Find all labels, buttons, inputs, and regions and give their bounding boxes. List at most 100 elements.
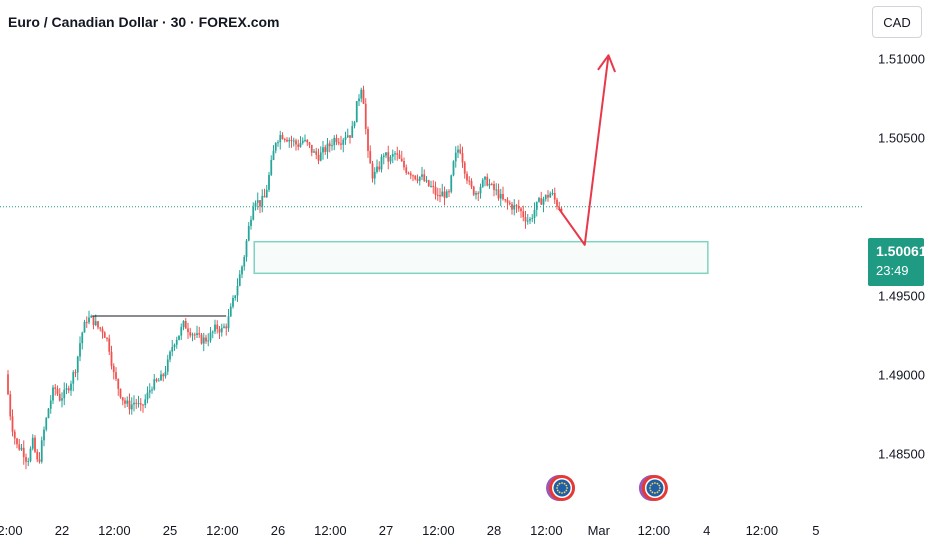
candle: [389, 155, 392, 165]
candle: [549, 191, 552, 198]
eu-flag-icon[interactable]: [546, 475, 576, 501]
candle: [301, 137, 304, 145]
candle: [513, 199, 516, 216]
candle: [205, 334, 207, 344]
time-tick-label: 27: [379, 523, 393, 538]
arrow-head: [597, 54, 617, 73]
candle: [72, 370, 75, 392]
candle: [457, 145, 459, 158]
candle: [54, 383, 57, 396]
time-tick-label: 12:00: [422, 523, 455, 538]
candle: [378, 161, 381, 172]
candle: [108, 334, 111, 356]
candle: [382, 153, 385, 165]
candle: [223, 323, 225, 329]
candle: [151, 386, 153, 394]
candle: [36, 448, 39, 463]
candle: [400, 150, 403, 162]
candle: [520, 207, 522, 218]
candle: [121, 397, 124, 406]
projection-arrow[interactable]: [557, 55, 610, 246]
price-tick-label: 1.48500: [878, 446, 925, 461]
price-tick-label: 1.49500: [878, 288, 925, 303]
candle: [130, 397, 133, 415]
candle: [38, 452, 41, 464]
candle: [479, 183, 482, 199]
candle: [216, 320, 219, 334]
candle: [227, 309, 230, 332]
candle: [191, 332, 194, 342]
candle: [394, 150, 396, 161]
candle: [148, 383, 151, 399]
price-axis: 1.515001.510001.505001.495001.490001.485…: [878, 51, 925, 461]
candle: [490, 182, 493, 186]
eu-flag-icon[interactable]: [638, 475, 668, 501]
candle: [288, 137, 291, 148]
candle: [380, 154, 383, 173]
candle: [531, 214, 534, 223]
time-tick-label: 12:00: [638, 523, 671, 538]
candle: [189, 327, 192, 338]
time-tick-label: 25: [163, 523, 177, 538]
demand-zone-rectangle[interactable]: [253, 240, 709, 275]
candle: [477, 191, 480, 201]
candle: [187, 322, 189, 339]
candle: [441, 183, 444, 197]
candle: [290, 135, 293, 148]
candle: [52, 384, 54, 404]
candle: [553, 187, 556, 204]
candle: [274, 142, 277, 154]
candle: [317, 148, 320, 165]
candle: [169, 350, 171, 363]
candle: [218, 326, 221, 339]
candle: [529, 216, 531, 225]
candle: [412, 174, 414, 182]
candle: [22, 440, 25, 465]
annotations-layer: [92, 54, 709, 317]
candle: [508, 200, 511, 206]
candle: [67, 385, 70, 394]
candle: [9, 390, 12, 421]
candle: [49, 395, 52, 414]
candle: [180, 323, 183, 340]
candle: [436, 187, 439, 201]
candle: [254, 200, 257, 211]
candle: [241, 265, 243, 279]
candle: [511, 201, 513, 215]
candle: [493, 180, 495, 197]
current-price-badge: 1.50061 23:49: [868, 238, 927, 286]
candle: [281, 132, 284, 140]
candle: [346, 128, 349, 139]
candle: [182, 320, 185, 331]
candle: [283, 137, 286, 143]
candle: [322, 140, 324, 160]
candle: [306, 139, 309, 146]
time-tick-label: 22: [55, 523, 69, 538]
candle: [146, 386, 149, 404]
candle: [70, 380, 72, 396]
candle: [198, 326, 201, 338]
candle: [74, 369, 77, 378]
candle: [133, 395, 135, 412]
candle: [502, 186, 504, 201]
time-tick-label: 26: [271, 523, 285, 538]
candle: [430, 180, 432, 188]
candle: [162, 372, 165, 382]
candle: [184, 317, 187, 329]
candle: [173, 343, 176, 351]
candle: [45, 416, 48, 432]
candle: [313, 148, 315, 153]
currency-selector[interactable]: CAD: [872, 6, 922, 38]
candle: [209, 326, 212, 343]
candle: [445, 189, 448, 199]
candle: [164, 365, 167, 379]
candle: [101, 326, 104, 339]
candle: [112, 363, 115, 380]
time-tick-label: 12:00: [530, 523, 563, 538]
candle: [268, 171, 270, 193]
candle: [497, 183, 500, 201]
candle: [544, 194, 547, 202]
candle: [385, 152, 387, 159]
candle: [196, 325, 198, 339]
